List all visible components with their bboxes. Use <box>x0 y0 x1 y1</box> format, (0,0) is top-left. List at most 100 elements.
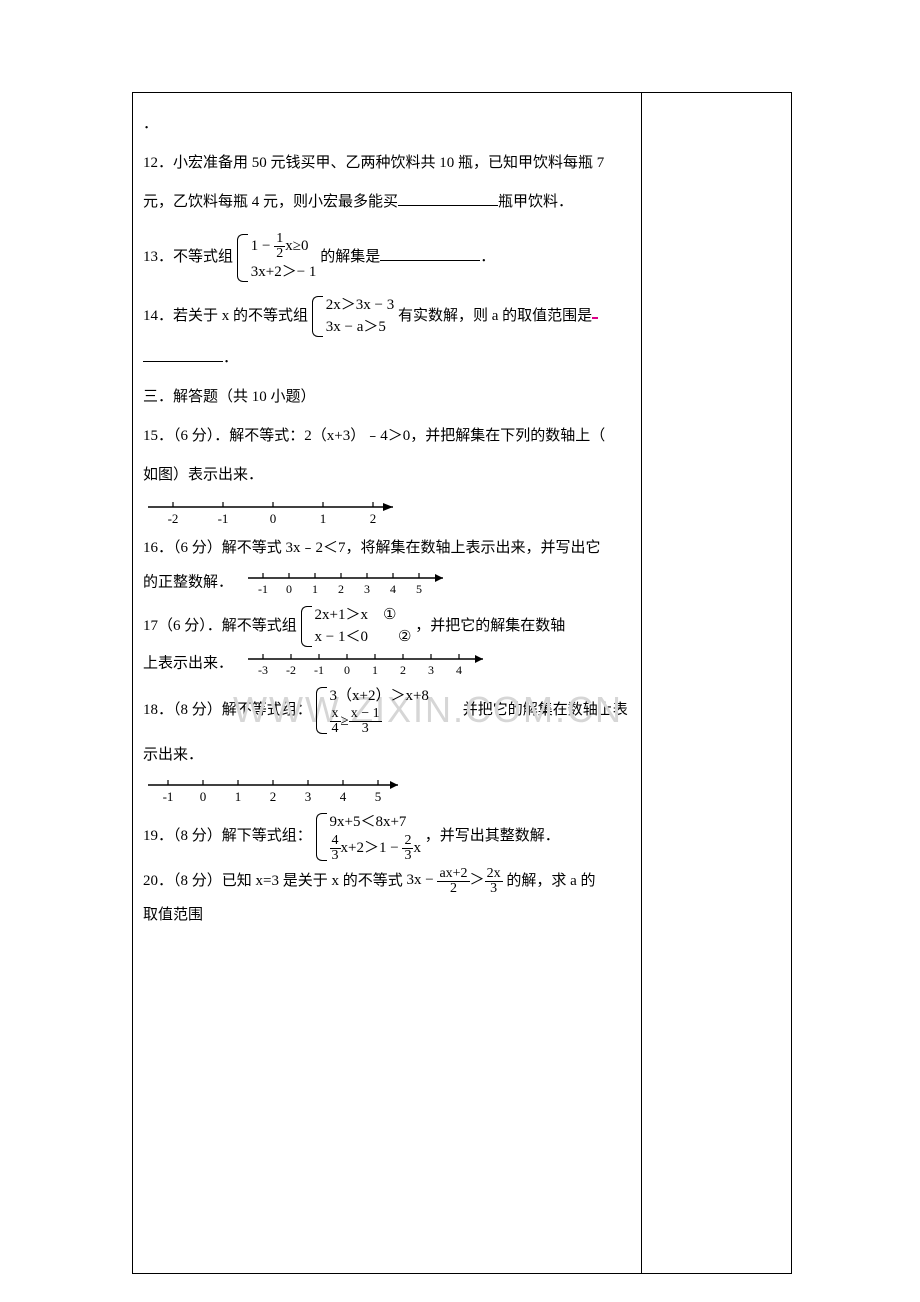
d: 3 <box>485 882 503 896</box>
q19-lead: 19．（8 分）解下等式组： <box>143 828 312 844</box>
q18b: 示出来． <box>143 736 631 775</box>
n: 1 <box>274 232 285 247</box>
q12: 12．小宏准备用 50 元钱买甲、乙两种饮料共 10 瓶，已知甲饮料每瓶 7 元… <box>143 144 631 222</box>
q13-sys2: 3x+2＞− 1 <box>251 261 317 284</box>
n: 2x <box>485 867 503 882</box>
right-empty-cell <box>642 92 792 1274</box>
t: 3x − <box>406 872 437 888</box>
q20-expr: 3x − ax+22＞2x3 <box>406 872 506 888</box>
svg-text:3: 3 <box>364 582 370 596</box>
svg-text:-1: -1 <box>314 663 324 677</box>
svg-text:2: 2 <box>370 511 377 526</box>
d: 2 <box>274 247 285 261</box>
n: 2 <box>402 834 413 849</box>
section-3-heading: 三．解答题（共 10 小题） <box>143 378 631 417</box>
blank <box>380 245 480 261</box>
n: x <box>330 707 341 722</box>
circled-2: ② <box>398 626 411 649</box>
t: 2x+1＞x <box>315 607 368 623</box>
svg-text:1: 1 <box>312 582 318 596</box>
q18-system: 3（x+2）＞x+8 x4≥x − 13 <box>316 685 429 737</box>
q17b-row: 上表示出来． -3-2-101234 <box>143 649 631 679</box>
q14-sys2: 3x − a＞5 <box>326 316 394 339</box>
frac: x4 <box>330 707 341 736</box>
svg-text:3: 3 <box>305 789 312 804</box>
main-content-cell: ． 12．小宏准备用 50 元钱买甲、乙两种饮料共 10 瓶，已知甲饮料每瓶 7… <box>132 92 642 1274</box>
frac: 12 <box>274 232 285 261</box>
svg-text:5: 5 <box>375 789 382 804</box>
t: x+2＞1 − <box>341 839 403 855</box>
q16a: 16．（6 分）解不等式 3x﹣2＜7，将解集在数轴上表示出来，并写出它 <box>143 529 631 568</box>
svg-text:-1: -1 <box>163 789 174 804</box>
q19-tail: ，并写出其整数解． <box>425 828 560 844</box>
frac: ax+22 <box>437 867 469 896</box>
q20: 20．（8 分）已知 x=3 是关于 x 的不等式 3x − ax+22＞2x3… <box>143 867 631 896</box>
svg-text:4: 4 <box>456 663 462 677</box>
blank <box>143 346 223 362</box>
q14-blank-row: ． <box>143 339 631 378</box>
d: 3 <box>402 849 413 863</box>
q12-tail: 瓶甲饮料． <box>498 194 573 210</box>
svg-text:2: 2 <box>270 789 277 804</box>
q18: 18．（8 分）解不等式组： 3（x+2）＞x+8 x4≥x − 13 并把它的… <box>143 685 631 737</box>
svg-text:1: 1 <box>235 789 242 804</box>
q17b: 上表示出来． <box>143 655 233 671</box>
t: ≥ <box>341 713 349 729</box>
q17-sys1: 2x+1＞x ① <box>315 604 412 627</box>
svg-text:-2: -2 <box>168 511 179 526</box>
blank <box>398 190 498 206</box>
q20b: 取值范围 <box>143 896 631 935</box>
t: x − 1＜0 <box>315 629 368 645</box>
q13-sys1: 1 − 12x≥0 <box>251 238 309 254</box>
frac: 23 <box>402 834 413 863</box>
q13-tail: 的解集是 <box>320 249 380 265</box>
svg-text:1: 1 <box>372 663 378 677</box>
q14-lead: 14．若关于 x 的不等式组 <box>143 307 308 323</box>
n: 4 <box>330 834 341 849</box>
svg-text:0: 0 <box>286 582 292 596</box>
numberline-15: -2-1012 <box>143 495 631 529</box>
q16b: 的正整数解． <box>143 574 233 590</box>
d: 2 <box>437 882 469 896</box>
q14-tail: 有实数解，则 a 的取值范围是 <box>398 307 592 323</box>
q15a: 15．（6 分）．解不等式：2（x+3）﹣4＞0，并把解集在下列的数轴上（ <box>143 417 631 456</box>
svg-text:5: 5 <box>416 582 422 596</box>
t: x <box>413 839 421 855</box>
n: x − 1 <box>349 707 382 722</box>
svg-text:-1: -1 <box>218 511 229 526</box>
numberline: -2-1012 <box>143 495 413 529</box>
q18-tail: 并把它的解集在数轴上表 <box>433 702 628 718</box>
numberline-18: -1012345 <box>143 775 631 807</box>
q13: 13．不等式组 1 − 12x≥0 3x+2＞− 1 的解集是 ． <box>143 232 631 284</box>
numberline-17: -3-2-101234 <box>243 649 493 679</box>
q14-end: ． <box>223 350 238 366</box>
frac: 2x3 <box>485 867 503 896</box>
q17-system: 2x+1＞x ① x − 1＜0 ② <box>301 604 412 649</box>
t: 1 − <box>251 238 274 254</box>
svg-text:2: 2 <box>400 663 406 677</box>
red-underline <box>592 317 598 319</box>
q20-tail: 的解，求 a 的 <box>506 872 595 888</box>
q13-lead: 13．不等式组 <box>143 249 233 265</box>
svg-text:-1: -1 <box>258 582 268 596</box>
q17-tail: ，并把它的解集在数轴 <box>415 617 565 633</box>
d: 3 <box>349 722 382 736</box>
circled-1: ① <box>383 604 396 627</box>
numberline: -1012345 <box>143 775 413 807</box>
svg-text:4: 4 <box>390 582 396 596</box>
q19-system: 9x+5＜8x+7 43x+2＞1 − 23x <box>316 811 421 863</box>
d: 4 <box>330 722 341 736</box>
t: x≥0 <box>285 238 308 254</box>
svg-text:0: 0 <box>344 663 350 677</box>
q20-lead: 20．（8 分）已知 x=3 是关于 x 的不等式 <box>143 872 403 888</box>
t: ＞ <box>470 872 485 888</box>
q17: 17（6 分）．解不等式组 2x+1＞x ① x − 1＜0 ② ，并把它的解集… <box>143 604 631 649</box>
frac: 43 <box>330 834 341 863</box>
q13-end: ． <box>480 249 495 265</box>
svg-text:4: 4 <box>340 789 347 804</box>
q14-sys1: 2x＞3x − 3 <box>326 294 394 317</box>
q14-system: 2x＞3x − 3 3x − a＞5 <box>312 294 394 339</box>
numberline-16: -1 0 1 2 3 4 5 <box>243 568 453 598</box>
q18-sys1: 3（x+2）＞x+8 <box>330 685 429 708</box>
svg-text:2: 2 <box>338 582 344 596</box>
